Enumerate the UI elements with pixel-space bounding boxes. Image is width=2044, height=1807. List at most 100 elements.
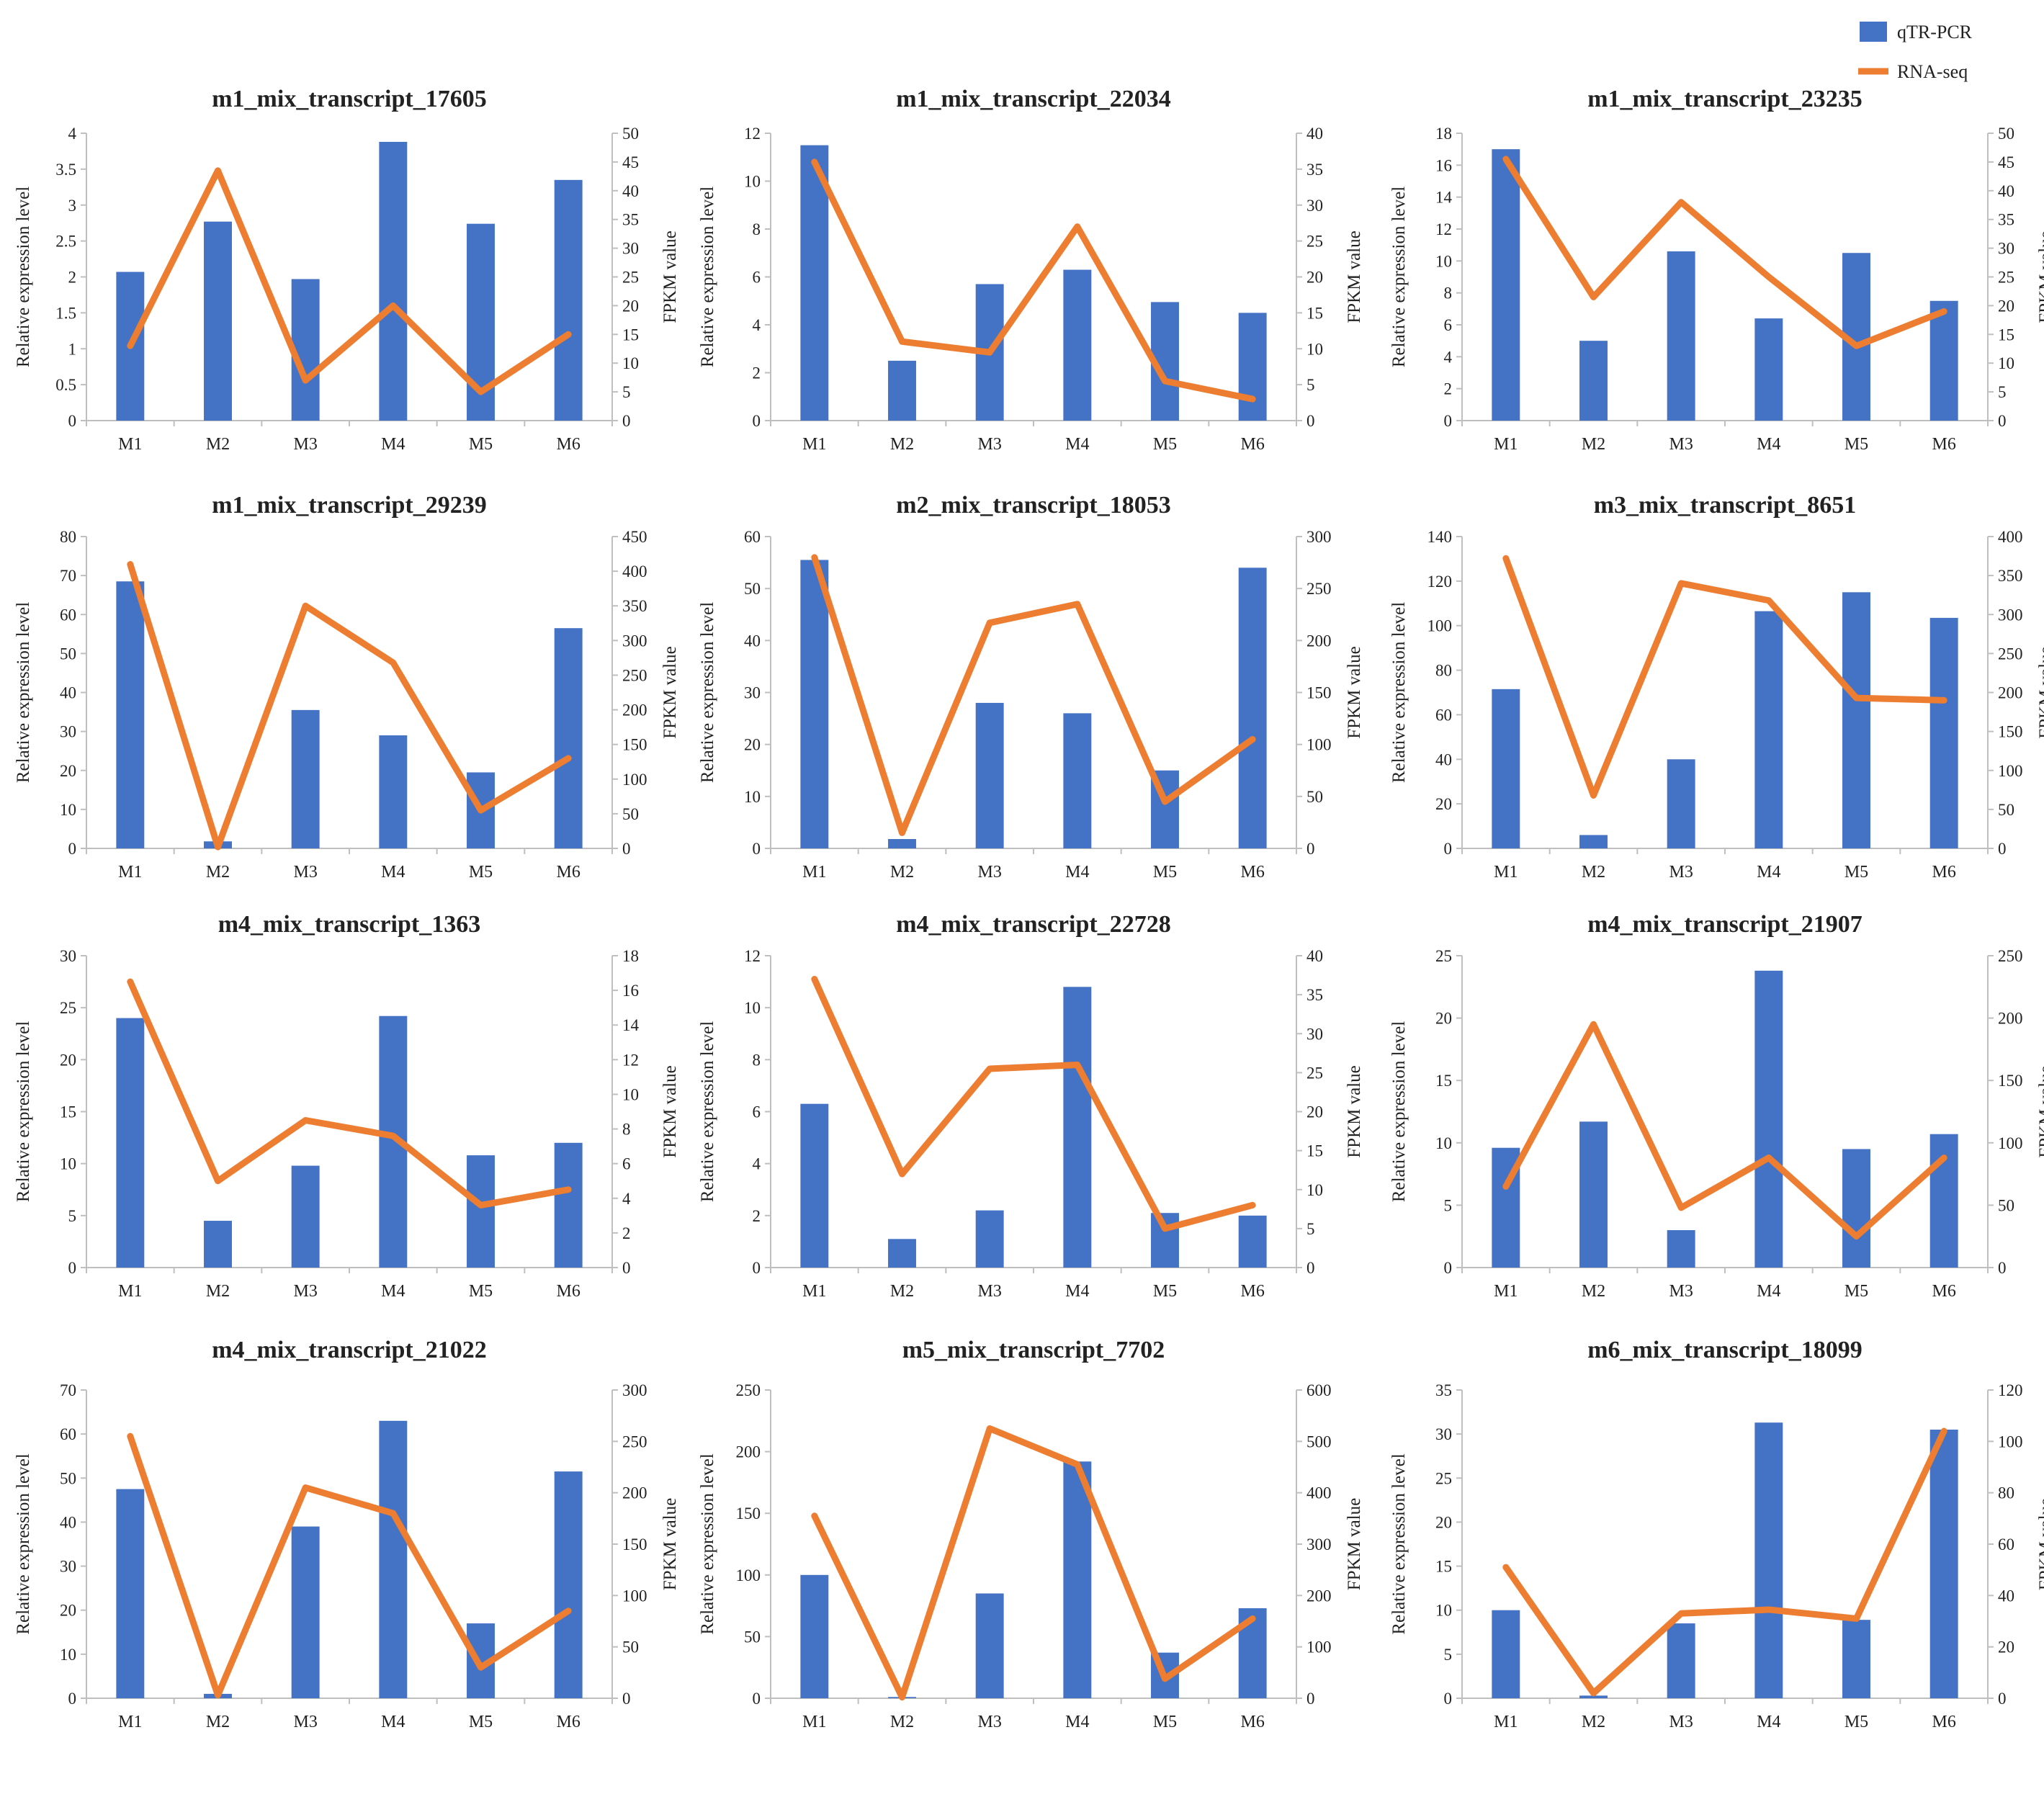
x-tick-label: M6: [556, 435, 580, 454]
x-tick-label: M2: [890, 1713, 914, 1731]
y2-tick-label: 0: [622, 412, 631, 430]
y-tick-label: 15: [1435, 1072, 1452, 1090]
y-tick-label: 0: [68, 1690, 77, 1708]
x-tick-label: M4: [381, 1713, 405, 1731]
y2-tick-label: 50: [622, 125, 639, 143]
y-tick-label: 70: [60, 567, 76, 585]
line-rna-seq: [1502, 555, 1947, 799]
bar-qtr-pcr: [291, 1526, 320, 1698]
y2-tick-label: 200: [622, 1484, 647, 1502]
chart-panel: m3_mix_transcript_8651 0 20 40 60 80 100 120 140…: [1389, 492, 2044, 882]
chart-panel: m1_mix_transcript_22034 0 2 4 6 8 10 12 0 5 10 15 20…: [698, 86, 1364, 454]
y2-tick-label: 30: [1998, 240, 2014, 258]
legend-bar-swatch: [1860, 22, 1887, 42]
y2-axis-title: FPKM value: [1345, 230, 1364, 323]
x-tick-label: M4: [381, 863, 405, 882]
bar-qtr-pcr: [1929, 300, 1958, 421]
y2-axis-title: FPKM value: [660, 1065, 680, 1157]
y2-tick-label: 25: [622, 269, 639, 287]
y2-tick-label: 50: [1998, 1196, 2014, 1214]
y2-tick-label: 0: [1998, 1259, 2007, 1277]
bar-qtr-pcr: [1063, 1461, 1092, 1698]
y2-tick-label: 100: [1306, 736, 1332, 754]
y-tick-label: 10: [744, 999, 761, 1017]
y-tick-label: 10: [60, 801, 76, 819]
bar-qtr-pcr: [1063, 713, 1092, 848]
y2-tick-label: 200: [1306, 632, 1332, 650]
bar-qtr-pcr: [554, 1142, 583, 1268]
y2-tick-label: 150: [622, 1535, 647, 1553]
bar-qtr-pcr: [379, 141, 408, 421]
bar-qtr-pcr: [1929, 1134, 1958, 1268]
bar-qtr-pcr: [554, 1471, 583, 1698]
y-axis-title: Relative expression level: [14, 187, 33, 367]
y2-tick-label: 300: [622, 632, 647, 650]
x-tick-label: M1: [118, 1282, 142, 1301]
y-tick-label: 6: [1444, 316, 1453, 334]
chart-title: m3_mix_transcript_8651: [1594, 492, 1857, 519]
chart-panel: m1_mix_transcript_29239 0 10 20 30 40 50 60 70 80…: [14, 492, 680, 882]
x-tick-label: M5: [1844, 863, 1868, 882]
x-tick-label: M5: [1153, 1282, 1177, 1301]
y-axis-title: Relative expression level: [1389, 1021, 1409, 1202]
y-axis-title: Relative expression level: [1389, 1453, 1409, 1634]
y-tick-label: 1.5: [55, 304, 76, 322]
x-tick-label: M5: [1844, 1713, 1868, 1731]
y-axis-title: Relative expression level: [698, 187, 717, 367]
chart-title: m1_mix_transcript_17605: [212, 86, 487, 112]
y-tick-label: 20: [60, 1602, 76, 1620]
y-tick-label: 4: [1444, 348, 1453, 366]
y-tick-label: 15: [60, 1103, 76, 1121]
bar-qtr-pcr: [975, 702, 1004, 848]
bar-qtr-pcr: [1754, 1422, 1783, 1698]
bar-qtr-pcr: [800, 1103, 829, 1268]
x-tick-label: M6: [1240, 1713, 1264, 1731]
x-tick-label: M3: [977, 435, 1001, 454]
x-tick-label: M4: [381, 1282, 405, 1301]
x-tick-label: M6: [1932, 863, 1955, 882]
y2-tick-label: 250: [1306, 580, 1332, 598]
bar-qtr-pcr: [1667, 251, 1695, 421]
bar-qtr-pcr: [554, 628, 583, 848]
bar-qtr-pcr: [1492, 689, 1520, 848]
y2-tick-label: 0: [1998, 840, 2007, 858]
y-axis-title: Relative expression level: [698, 1021, 717, 1202]
chart-panel: m6_mix_transcript_18099 0 5 10 15 20 25 30 35 0 20…: [1389, 1337, 2044, 1731]
y-tick-label: 50: [60, 1469, 76, 1487]
bar-qtr-pcr: [1579, 341, 1608, 421]
bar-qtr-pcr: [116, 1018, 145, 1268]
y2-tick-label: 400: [1306, 1484, 1332, 1502]
x-tick-label: M5: [469, 435, 493, 454]
y2-tick-label: 250: [1998, 947, 2023, 965]
y2-tick-label: 10: [1306, 1181, 1323, 1199]
y2-tick-label: 100: [1998, 762, 2023, 780]
y2-tick-label: 35: [1306, 986, 1323, 1004]
y2-tick-label: 5: [1306, 1220, 1315, 1238]
line-rna-seq: [1502, 1021, 1947, 1240]
legend-line-label: RNA-seq: [1897, 61, 1968, 82]
bar-qtr-pcr: [1492, 1610, 1520, 1698]
y-tick-label: 16: [1435, 156, 1452, 174]
y2-tick-label: 600: [1306, 1381, 1332, 1399]
x-tick-label: M5: [1844, 435, 1868, 454]
y2-tick-label: 20: [1306, 1103, 1323, 1121]
bar-qtr-pcr: [291, 1165, 320, 1268]
y2-tick-label: 30: [1306, 1025, 1323, 1043]
x-tick-label: M5: [1153, 863, 1177, 882]
y2-tick-label: 60: [1998, 1535, 2014, 1553]
y2-axis-title: FPKM value: [2036, 646, 2044, 738]
bar-qtr-pcr: [1929, 617, 1958, 848]
y-tick-label: 4: [753, 1155, 761, 1173]
y-tick-label: 30: [60, 1558, 76, 1576]
x-tick-label: M5: [469, 863, 493, 882]
y2-tick-label: 25: [1306, 233, 1323, 251]
y-tick-label: 60: [60, 1425, 76, 1443]
bar-qtr-pcr: [1238, 313, 1267, 421]
x-tick-label: M3: [293, 435, 317, 454]
y-tick-label: 12: [1435, 220, 1452, 238]
chart-panel: m1_mix_transcript_23235 0 2 4 6 8 10 12 14 16 18 0 5…: [1389, 86, 2044, 454]
bar-qtr-pcr: [888, 360, 916, 421]
y2-tick-label: 40: [1998, 182, 2014, 200]
x-tick-label: M6: [556, 1713, 580, 1731]
x-tick-label: M1: [1494, 435, 1518, 454]
